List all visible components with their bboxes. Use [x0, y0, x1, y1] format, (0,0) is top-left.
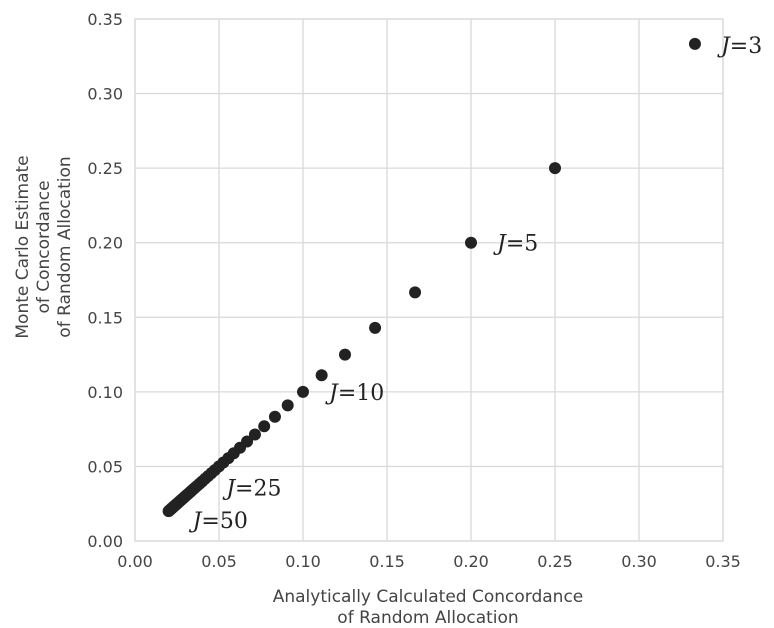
y-axis-title-line-2: of Concordance: [34, 180, 54, 313]
x-tick-label: 0.15: [369, 552, 405, 571]
data-point-J12: [268, 410, 281, 423]
plot-border: [134, 18, 724, 542]
y-tick-label: 0.35: [87, 10, 123, 29]
y-tick-label: 0.20: [87, 234, 123, 253]
annotation-eq: =3: [730, 34, 762, 59]
data-point-J10: [297, 385, 309, 398]
y-tick-label: 0.10: [87, 383, 123, 402]
annotation-var: J: [717, 34, 731, 59]
annotation-eq: =50: [201, 509, 247, 534]
y-axis-title-line-3: of Random Allocation: [55, 156, 75, 337]
annotation-J25: J=25: [222, 476, 281, 501]
data-point-J6: [409, 286, 422, 299]
data-point-J13: [258, 420, 271, 433]
annotation-J3: J=3: [717, 34, 762, 59]
data-points: [162, 37, 701, 518]
data-point-J7: [369, 321, 382, 334]
annotation-var: J: [325, 381, 339, 406]
x-axis-title-line-2: of Random Allocation: [337, 608, 518, 628]
x-tick-label: 0.20: [453, 552, 489, 571]
data-point-J3: [688, 37, 701, 50]
y-tick-label: 0.00: [87, 532, 123, 551]
annotation-var: J: [493, 232, 507, 257]
data-point-J50: [162, 505, 175, 518]
x-axis-title-line-1: Analytically Calculated Concordance: [273, 587, 584, 607]
data-point-J9: [315, 369, 328, 382]
data-point-J4: [549, 162, 561, 175]
tick-labels: 0.00 0.05 0.10 0.15 0.20 0.25 0.30 0.35 0.00 0.05…: [87, 10, 740, 571]
x-tick-label: 0.05: [201, 552, 237, 571]
x-tick-label: 0.00: [117, 552, 153, 571]
x-tick-label: 0.30: [621, 552, 657, 571]
annotation-eq: =5: [506, 232, 538, 257]
y-tick-label: 0.30: [87, 85, 123, 104]
x-tick-label: 0.25: [537, 552, 573, 571]
annotation-eq: =10: [338, 381, 384, 406]
annotation-J5: J=5: [493, 232, 538, 257]
data-point-J8: [339, 348, 351, 361]
plot-frame: [134, 18, 724, 542]
x-tick-label: 0.10: [285, 552, 321, 571]
annotation-var: J: [189, 509, 203, 534]
annotation-J50: J=50: [189, 509, 248, 534]
y-axis-title-line-1: Monte Carlo Estimate: [13, 155, 33, 338]
annotations: J=3J=5J=10J=25J=50: [189, 34, 763, 534]
data-point-J14: [248, 428, 261, 441]
y-tick-label: 0.15: [87, 308, 123, 327]
data-point-J11: [281, 399, 294, 412]
annotation-eq: =25: [235, 476, 281, 501]
annotation-var: J: [222, 476, 236, 501]
y-tick-label: 0.25: [87, 159, 123, 178]
x-tick-label: 0.35: [705, 552, 741, 571]
grid-layer: [134, 18, 724, 542]
data-point-J5: [465, 236, 477, 249]
annotation-J10: J=10: [325, 381, 384, 406]
y-tick-label: 0.05: [87, 457, 123, 476]
